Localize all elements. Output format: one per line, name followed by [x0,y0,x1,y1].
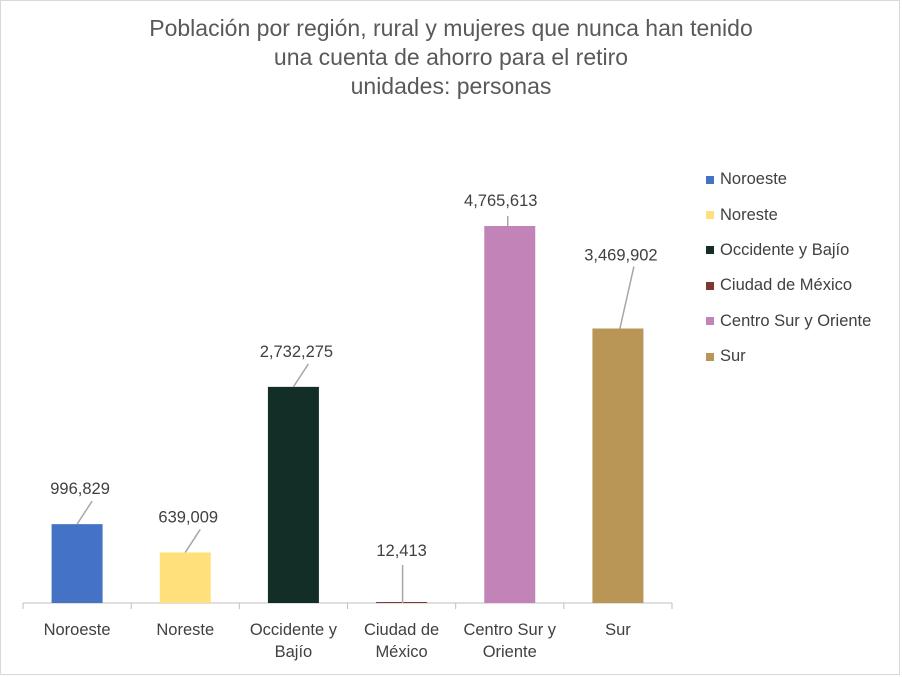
x-tick-label-line: Noroeste [44,621,111,639]
legend-label-occidente-y-bajio: Occidente y Bajío [720,240,850,259]
legend-label-sur: Sur [720,347,746,366]
legend-item-occidente-y-bajio: Occidente y Bajío [706,233,871,268]
bar-ciudad-de-mexico [376,602,428,603]
x-tick-label-sur: Sur [605,621,631,639]
data-label-sur: 3,469,902 [584,247,657,265]
legend-label-noreste: Noreste [720,205,778,224]
data-label-noroeste: 996,829 [50,480,110,498]
legend-item-noroeste: Noroeste [706,162,871,197]
legend-item-centro-sur-y-oriente: Centro Sur y Oriente [706,304,871,339]
chart-legend: Noroeste Noreste Occidente y Bajío Ciudad d… [706,162,871,374]
data-label-ciudad-de-mexico: 12,413 [376,542,426,560]
legend-item-noreste: Noreste [706,197,871,232]
data-label-leader-noreste [184,529,201,553]
bar-noroeste [51,524,103,603]
bar-occidente-y-bajio [267,386,319,603]
x-tick-label-ciudad-de-mexico: Ciudad de México [364,621,439,661]
legend-swatch-ciudad-de-mexico [706,281,714,290]
legend-swatch-noreste [706,211,714,220]
legend-swatch-occidente-y-bajio [706,246,714,255]
legend-swatch-centro-sur-y-oriente [706,317,714,326]
chart-title-line-3: unidades: personas [350,73,552,99]
data-label-centro-sur-y-oriente: 4,765,613 [464,192,537,210]
legend-item-sur: Sur [706,339,871,374]
bar-sur [592,328,644,603]
x-tick-label-line: Sur [605,621,631,639]
x-tick-label-line: Noreste [156,621,214,639]
x-tick-label-occidente-y-bajio: Occidente y Bajío [250,621,338,661]
legend-item-ciudad-de-mexico: Ciudad de México [706,268,871,303]
x-tick-label-line: Bajío [275,643,313,661]
x-tick-label-line: Occidente y [250,621,338,639]
chart-title: Población por región, rural y mujeres qu… [0,14,902,101]
x-tick-label-line: Centro Sur y [463,621,556,639]
legend-label-noroeste: Noroeste [720,170,787,189]
legend-swatch-noroeste [706,175,714,184]
x-tick-label-centro-sur-y-oriente: Centro Sur y Oriente [463,621,556,661]
data-label-leader-occidente-y-bajio [292,363,310,388]
data-label-occidente-y-bajio: 2,732,275 [260,343,333,361]
legend-swatch-sur [706,352,714,361]
data-label-leader-noroeste [76,500,93,525]
x-tick-label-line: Oriente [483,643,537,661]
data-label-leader-sur [619,266,635,329]
x-tick-label-line: México [375,643,427,661]
x-tick-label-noroeste: Noroeste [44,621,111,639]
bar-noreste [159,552,211,603]
bar-centro-sur-y-oriente [484,226,536,603]
x-tick-label-line: Ciudad de [364,621,439,639]
legend-label-centro-sur-y-oriente: Centro Sur y Oriente [720,311,872,330]
chart-title-line-1: Población por región, rural y mujeres qu… [149,15,753,41]
data-label-noreste: 639,009 [158,508,218,526]
x-tick-label-noreste: Noreste [156,621,214,639]
chart-title-line-2: una cuenta de ahorro para el retiro [273,44,629,70]
legend-label-ciudad-de-mexico: Ciudad de México [720,276,853,295]
